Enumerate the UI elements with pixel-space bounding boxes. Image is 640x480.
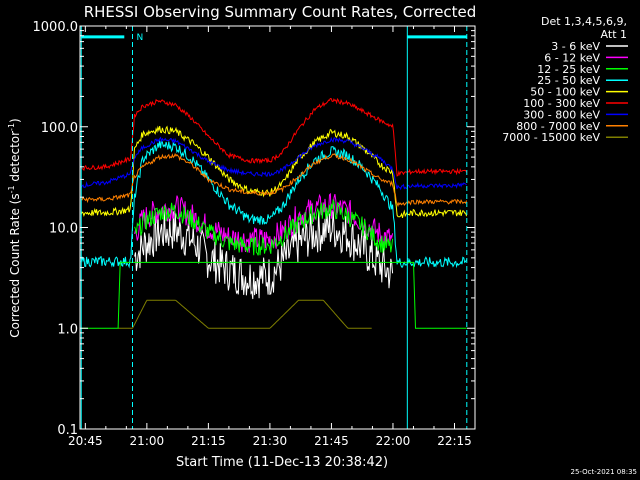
x-axis-label: Start Time (11-Dec-13 20:38:42)	[176, 455, 388, 470]
series-line-3	[80, 138, 468, 269]
annotation-n: N	[137, 33, 144, 43]
y-axis-label-end: )	[8, 118, 22, 123]
y-axis-label: Corrected Count Rate (s-1 detector-1)	[7, 118, 22, 337]
overlay-line-0	[81, 261, 467, 329]
y-axis-label-mid: detector	[8, 131, 22, 186]
y-axis-label-main: Corrected Count Rate (s	[8, 193, 22, 337]
x-tick-label-1: 21:00	[130, 434, 165, 448]
series-layer	[80, 97, 468, 329]
x-tick-label-3: 21:30	[253, 434, 288, 448]
series-line-0	[134, 210, 394, 300]
series-line-8	[118, 299, 372, 329]
legend-label-2: 12 - 25 keV	[537, 63, 600, 76]
legend-header-line1: Det 1,3,4,5,6,9,	[541, 15, 627, 28]
series-line-6	[80, 136, 467, 191]
legend-label-6: 300 - 800 keV	[523, 108, 600, 121]
legend-label-1: 6 - 12 keV	[544, 51, 600, 64]
y-tick-label-2: 10.0	[49, 222, 78, 237]
legend-label-4: 50 - 100 keV	[530, 86, 600, 99]
legend-label-5: 100 - 300 keV	[523, 97, 600, 110]
y-tick-label-4: 1000.0	[33, 20, 79, 35]
legend-label-0: 3 - 6 keV	[551, 40, 600, 53]
legend-label-7: 800 - 7000 keV	[516, 120, 600, 133]
y-axis-label-sup2: -1	[7, 123, 16, 131]
legend-label-8: 7000 - 15000 keV	[502, 131, 600, 144]
x-tick-label-4: 21:45	[314, 434, 349, 448]
x-tick-label-0: 20:45	[68, 434, 103, 448]
y-tick-label-3: 100.0	[41, 121, 78, 136]
y-tick-label-0: 0.1	[57, 423, 78, 438]
chart-title: RHESSI Observing Summary Count Rates, Co…	[84, 3, 477, 21]
y-axis-ticks: 0.1 1.0 10.0 100.0 1000.0	[33, 20, 475, 438]
legend-header-line2: Att 1	[601, 28, 627, 41]
y-axis-label-sup: -1	[7, 185, 16, 193]
x-axis-ticks: 20:45 21:00 21:15 21:30 21:45 22:00 22:15	[68, 26, 476, 448]
series-line-2	[134, 198, 394, 256]
x-tick-label-2: 21:15	[191, 434, 226, 448]
series-line-7	[80, 152, 468, 208]
series-line-4	[80, 125, 468, 219]
timestamp: 25-Oct-2021 08:35	[571, 468, 637, 476]
series-line-5	[80, 97, 468, 177]
x-tick-label-5: 22:00	[376, 434, 411, 448]
y-tick-label-1: 1.0	[57, 322, 78, 337]
legend-label-3: 25 - 50 keV	[537, 74, 600, 87]
x-tick-label-6: 22:15	[437, 434, 472, 448]
